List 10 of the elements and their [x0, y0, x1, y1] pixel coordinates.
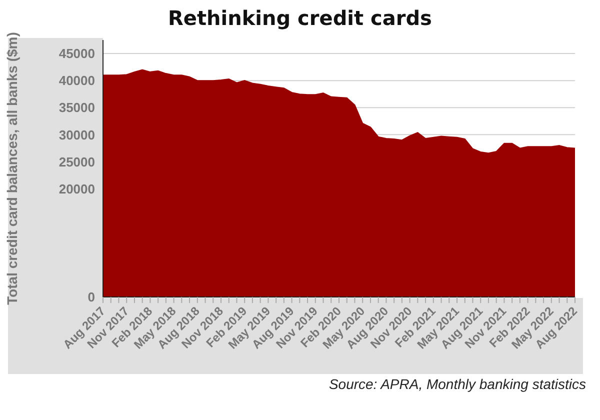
y-axis-title: Total credit card balances, all banks ($m) [4, 32, 20, 305]
y-tick-label: 25000 [58, 154, 95, 170]
y-tick-label: 40000 [58, 73, 95, 88]
y-tick-label: 35000 [58, 100, 95, 116]
source-note: Source: APRA, Monthly banking statistics [328, 376, 586, 392]
chart-title: Rethinking credit cards [167, 6, 433, 30]
y-tick-label: 20000 [58, 181, 95, 196]
y-tick-label: 45000 [58, 46, 95, 62]
y-tick-label: 30000 [58, 127, 95, 142]
y-tick-label: 0 [88, 290, 95, 305]
